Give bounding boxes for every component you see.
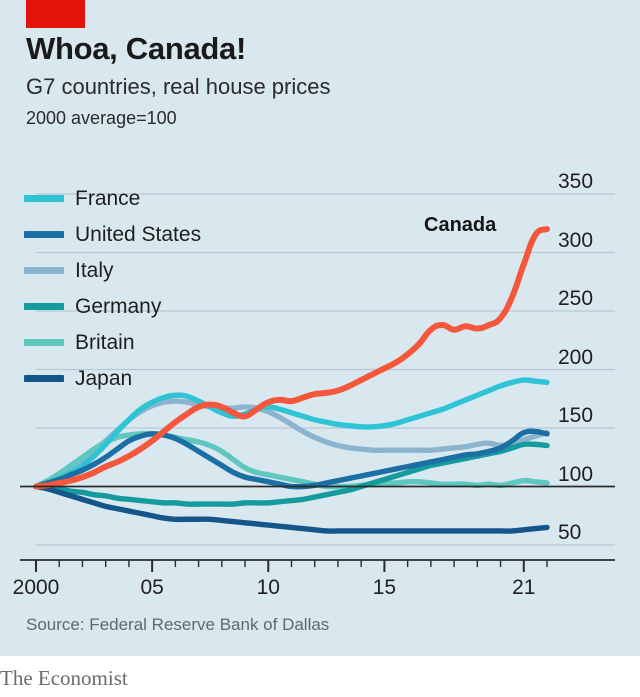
legend-label-britain: Britain bbox=[75, 330, 135, 354]
source-note: Source: Federal Reserve Bank of Dallas bbox=[26, 615, 330, 634]
economist-red-rule bbox=[26, 0, 85, 28]
chart-subtitle: G7 countries, real house prices bbox=[26, 74, 331, 99]
x-axis-tick-label: 21 bbox=[512, 576, 536, 599]
series-line-canada bbox=[33, 226, 550, 490]
legend-label-italy: Italy bbox=[75, 258, 114, 282]
y-axis-tick-label: 200 bbox=[558, 345, 594, 369]
canada-series-label: Canada bbox=[424, 214, 497, 236]
legend-item-japan[interactable]: Japan bbox=[24, 360, 201, 396]
x-axis-tick-label: 05 bbox=[140, 576, 164, 599]
legend-item-italy[interactable]: Italy bbox=[24, 252, 201, 288]
y-axis-tick-label: 250 bbox=[558, 287, 594, 310]
legend-label-france: France bbox=[75, 186, 141, 210]
economist-wordmark: The Economist bbox=[0, 666, 128, 690]
y-axis-tick-label: 300 bbox=[558, 228, 594, 252]
legend-label-germany: Germany bbox=[75, 294, 162, 318]
series-line-japan bbox=[33, 483, 550, 534]
series-line-germany bbox=[33, 441, 550, 507]
x-axis-tick-label: 10 bbox=[256, 576, 280, 599]
legend: France United States Italy Germany Brita… bbox=[24, 180, 201, 396]
footer-bar bbox=[0, 656, 640, 697]
chart-units-note: 2000 average=100 bbox=[26, 108, 177, 128]
x-axis-tick-label: 15 bbox=[372, 576, 397, 599]
legend-swatch-italy bbox=[24, 266, 64, 274]
legend-label-japan: Japan bbox=[75, 366, 133, 390]
x-axis-tick-label: 2000 bbox=[12, 576, 60, 599]
legend-label-united-states: United States bbox=[75, 222, 202, 246]
series-line-britain bbox=[33, 430, 550, 490]
page-title: Whoa, Canada! bbox=[26, 31, 247, 66]
plot-area bbox=[20, 193, 615, 572]
legend-swatch-germany bbox=[24, 302, 64, 310]
legend-item-germany[interactable]: Germany bbox=[24, 288, 201, 324]
legend-swatch-britain bbox=[24, 338, 64, 346]
chart-panel bbox=[0, 0, 640, 656]
y-axis-tick-label: 350 bbox=[558, 170, 594, 193]
legend-item-britain[interactable]: Britain bbox=[24, 324, 201, 360]
y-axis-tick-label: 150 bbox=[558, 404, 594, 427]
chart-canvas bbox=[20, 193, 615, 572]
y-axis-tick-label: 50 bbox=[558, 521, 582, 544]
legend-swatch-japan bbox=[24, 374, 64, 382]
legend-swatch-united-states bbox=[24, 230, 64, 238]
legend-item-united-states[interactable]: United States bbox=[24, 216, 201, 252]
y-axis-tick-label: 100 bbox=[558, 462, 594, 486]
legend-swatch-france bbox=[24, 194, 64, 202]
series-line-france bbox=[33, 377, 550, 490]
legend-item-france[interactable]: France bbox=[24, 180, 201, 216]
